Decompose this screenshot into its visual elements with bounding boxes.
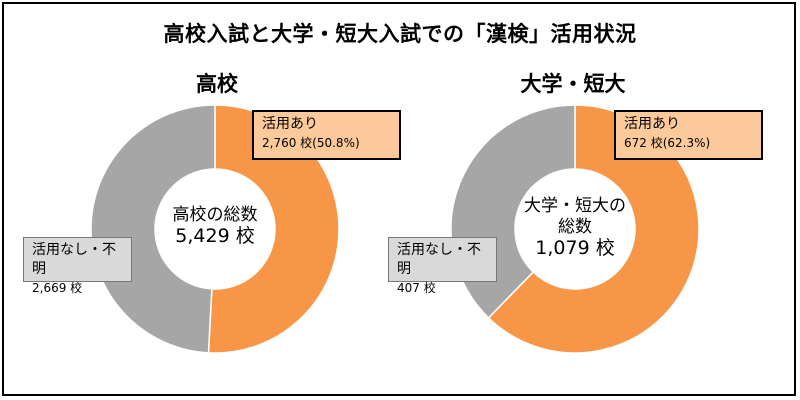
slice-university-used: [487, 104, 700, 354]
center-total: 1,079 校: [535, 237, 615, 259]
center-label-text: 高校の総数: [172, 205, 258, 225]
label-university-used: 活用あり 672 校(62.3%): [614, 110, 763, 160]
label-title: 活用なし・不明: [32, 242, 116, 277]
subtitle-high-school: 高校: [196, 72, 238, 96]
label-value: 672 校(62.3%): [624, 136, 711, 150]
chart-frame: [2, 2, 796, 396]
center-label-high-school: 高校の総数 5,429 校: [155, 205, 275, 247]
center-total: 5,429 校: [175, 225, 255, 247]
center-label-text-2: 総数: [558, 217, 592, 237]
label-high-school-used: 活用あり 2,760 校(50.8%): [252, 110, 401, 160]
chart-title: 高校入試と大学・短大入試での「漢検」活用状況: [163, 22, 637, 46]
label-title: 活用なし・不明: [397, 242, 481, 277]
label-title: 活用あり: [624, 116, 680, 132]
center-label-text: 大学・短大の: [524, 196, 626, 216]
slice-high-school-not-used: [90, 104, 216, 354]
label-value: 2,669 校: [32, 281, 83, 295]
subtitle-university: 大学・短大: [520, 72, 626, 96]
label-university-not-used: 活用なし・不明 407 校: [388, 237, 497, 295]
label-value: 407 校: [397, 281, 436, 295]
label-value: 2,760 校(50.8%): [262, 136, 360, 150]
label-high-school-not-used: 活用なし・不明 2,669 校: [23, 237, 132, 295]
label-title: 活用あり: [262, 116, 318, 132]
center-label-university: 大学・短大の 総数 1,079 校: [515, 196, 635, 259]
